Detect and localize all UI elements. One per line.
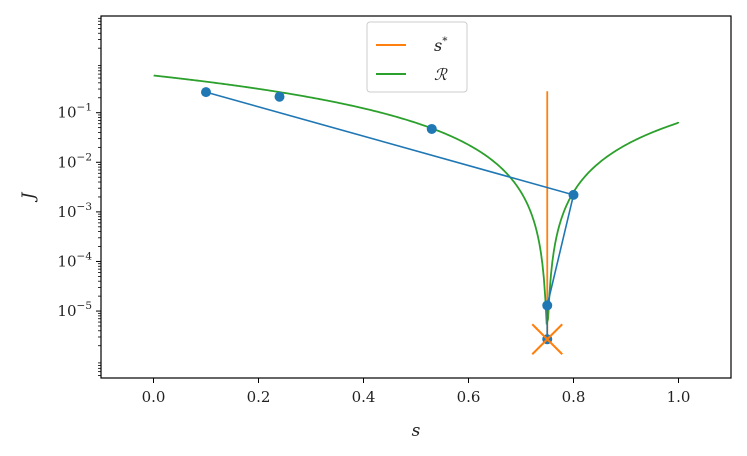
legend-label-main-0: s (434, 36, 442, 55)
y-tick-exponent-2: −3 (77, 201, 92, 213)
y-tick-label-2: 10−3 (57, 201, 92, 221)
legend-label-sup-0: * (442, 35, 448, 47)
y-axis-label: J (19, 191, 39, 202)
x-axis-ticks: 0.0 0.2 0.4 0.6 0.8 1.0 (142, 378, 691, 406)
legend: s* ℛ (366, 21, 468, 93)
legend-label-1: ℛ (434, 65, 448, 84)
y-tick-exponent-0: −5 (77, 300, 92, 312)
scatter-points (201, 87, 579, 345)
y-tick-base-4: 10 (57, 104, 76, 122)
x-tick-label-5: 1.0 (667, 388, 691, 406)
optimization-path-line (205, 91, 575, 340)
x-tick-label-0: 0.0 (142, 388, 166, 406)
y-tick-base-0: 10 (57, 302, 76, 320)
legend-label-main-1: ℛ (434, 65, 448, 84)
scatter-point-4 (542, 300, 553, 311)
y-tick-label-0: 10−5 (57, 300, 92, 320)
y-tick-label-1: 10−4 (57, 250, 92, 270)
optimum-marker (531, 323, 563, 355)
r-curve-line (153, 74, 680, 325)
scatter-point-0 (201, 87, 211, 98)
y-tick-label-3: 10−2 (57, 151, 92, 171)
x-tick-label-3: 0.6 (457, 388, 481, 406)
axes-frame (100, 15, 732, 379)
optimum-cross-b (531, 323, 563, 355)
y-tick-base-3: 10 (57, 153, 76, 171)
x-tick-label-4: 0.8 (562, 388, 586, 406)
scatter-point-2 (426, 123, 437, 134)
y-tick-exponent-3: −2 (77, 151, 92, 163)
y-tick-exponent-1: −4 (77, 250, 93, 262)
y-tick-label-4: 10−1 (57, 102, 92, 122)
scatter-point-3 (568, 189, 579, 200)
x-tick-label-1: 0.2 (247, 388, 271, 406)
x-tick-label-2: 0.4 (352, 388, 376, 406)
scatter-point-1 (274, 91, 285, 102)
legend-label-0: s* (434, 35, 448, 55)
legend-box (366, 21, 468, 93)
y-tick-base-1: 10 (57, 252, 76, 270)
x-axis-label: s (412, 421, 421, 441)
y-axis-ticks: 10−510−410−310−210−1 (57, 102, 101, 320)
y-tick-base-2: 10 (57, 203, 76, 221)
y-tick-exponent-4: −1 (77, 102, 92, 114)
